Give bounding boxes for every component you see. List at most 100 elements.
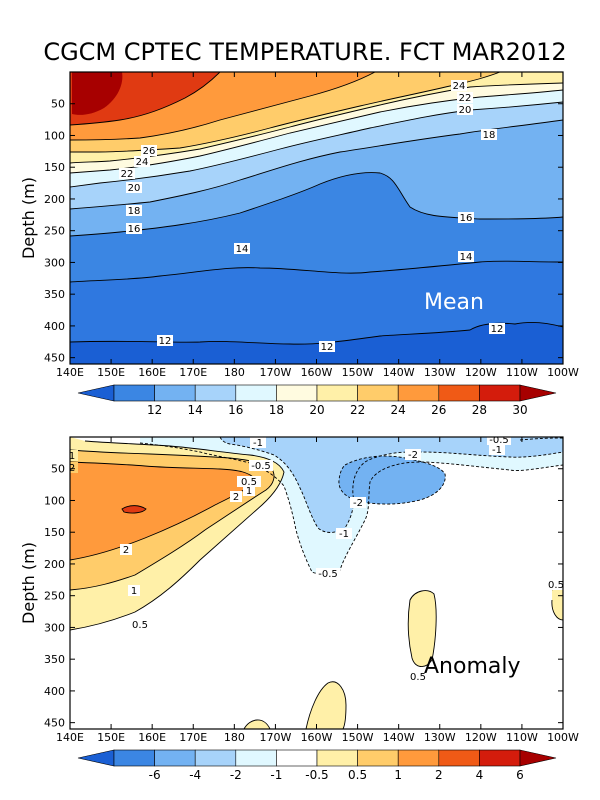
y-tick-label: 300: [44, 256, 65, 269]
x-tick-label: 120W: [465, 731, 497, 744]
colorbar-swatch: [357, 749, 399, 767]
colorbar-label: -0.5: [305, 768, 328, 782]
x-tick-label: 170W: [259, 366, 291, 379]
contour-label: 0.5: [548, 580, 564, 591]
anomaly-colorbar: -6 -4 -2 -1 -0.5 0.5 1 2 4 6: [77, 749, 557, 782]
contour-label: -0.5: [489, 435, 509, 446]
x-tick-label: 130W: [424, 366, 456, 379]
x-tick-label: 170W: [259, 731, 291, 744]
y-tick-label: 450: [44, 717, 65, 730]
colorbar-label: 20: [309, 403, 324, 417]
mean-panel: 24 22 20 18 26 24 22 20 18 16 16 14 14 1…: [19, 71, 579, 417]
colorbar-swatch: [276, 384, 318, 402]
contour-label: 24: [136, 157, 149, 168]
contour-label: -1: [339, 529, 349, 540]
colorbar-swatch: [438, 384, 480, 402]
colorbar-swatch: [194, 749, 237, 767]
contour-label: 22: [459, 93, 472, 104]
contour-label: 24: [453, 81, 466, 92]
colorbar-swatch: [316, 749, 358, 767]
y-tick-label: 50: [51, 463, 65, 476]
colorbar-label: 24: [391, 403, 406, 417]
anomaly-contour-labels: -1 -0.5 -0.5 -1 -2 -2 -1 -0.5 1 2 0.5 1 …: [70, 435, 564, 683]
colorbar-label: 6: [516, 768, 524, 782]
contour-label: -1: [492, 445, 502, 456]
colorbar-label: 2: [435, 768, 443, 782]
x-tick-label: 180: [224, 731, 245, 744]
x-tick-label: 130W: [424, 731, 456, 744]
y-tick-label: 100: [44, 494, 65, 507]
contour-label: 18: [128, 206, 141, 217]
x-tick-label: 150W: [342, 366, 374, 379]
x-tick-label: 150E: [97, 731, 125, 744]
x-tick-label: 100W: [547, 366, 579, 379]
colorbar-label: -1: [270, 768, 282, 782]
contour-label: 16: [128, 224, 141, 235]
y-tick-label: 100: [44, 129, 65, 142]
x-tick-label: 170E: [179, 731, 207, 744]
anomaly-ylabel: Depth (m): [19, 542, 38, 624]
colorbar-label: -4: [189, 768, 201, 782]
contour-label: 12: [159, 336, 172, 347]
contour-label: 14: [236, 244, 249, 255]
y-tick-label: 450: [44, 352, 65, 365]
x-tick-label: 140E: [56, 366, 84, 379]
contour-label: 0.5: [410, 672, 426, 683]
x-tick-label: 110W: [506, 731, 538, 744]
x-tick-label: 140W: [383, 731, 415, 744]
chart-title: CGCM CPTEC TEMPERATURE. FCT MAR2012: [43, 38, 566, 66]
x-tick-label: 160W: [301, 366, 333, 379]
mean-ylabel: Depth (m): [19, 177, 38, 259]
colorbar-label: 22: [350, 403, 365, 417]
contour-label: 12: [491, 324, 504, 335]
colorbar-swatch: [519, 384, 557, 402]
colorbar-swatch: [316, 384, 358, 402]
y-tick-label: 200: [44, 558, 65, 571]
colorbar-swatch: [235, 384, 277, 402]
contour-label: 0.5: [241, 477, 257, 488]
contour-label: 22: [121, 169, 134, 180]
y-tick-label: 300: [44, 621, 65, 634]
colorbar-swatch: [276, 749, 318, 767]
mean-colorbar: 12 14 16 18 20 22 24 26 28 30: [77, 384, 557, 417]
colorbar-swatch: [357, 384, 399, 402]
contour-label: 20: [128, 183, 141, 194]
colorbar-label: -6: [149, 768, 161, 782]
contour-label: 0.5: [132, 620, 148, 631]
contour-label: -2: [408, 450, 418, 461]
contour-label: -2: [353, 498, 363, 509]
contour-label: 12: [321, 342, 334, 353]
x-tick-label: 180: [224, 366, 245, 379]
contour-label: 14: [460, 252, 473, 263]
contour-label: 16: [460, 213, 473, 224]
colorbar-swatch: [479, 749, 521, 767]
x-tick-label: 160W: [301, 731, 333, 744]
colorbar-label: 12: [147, 403, 162, 417]
colorbar-label: 30: [512, 403, 527, 417]
y-tick-label: 250: [44, 225, 65, 238]
colorbar-swatch: [438, 749, 480, 767]
colorbar-label: 16: [228, 403, 243, 417]
y-tick-label: 400: [44, 685, 65, 698]
x-tick-label: 140E: [56, 731, 84, 744]
contour-label: 2: [233, 492, 239, 503]
colorbar-label: 0.5: [348, 768, 367, 782]
contour-label: 2: [123, 545, 129, 556]
colorbar-swatch: [154, 384, 196, 402]
contour-label: 26: [143, 146, 156, 157]
x-tick-label: 160E: [138, 731, 166, 744]
x-tick-label: 150E: [97, 366, 125, 379]
colorbar-label: 26: [431, 403, 446, 417]
mean-fill: 24 22 20 18 26 24 22 20 18 16 16 14 14 1…: [70, 72, 563, 364]
y-tick-label: 150: [44, 161, 65, 174]
colorbar-swatch: [154, 749, 196, 767]
y-tick-label: 200: [44, 193, 65, 206]
colorbar-label: 4: [476, 768, 484, 782]
colorbar-swatch: [77, 384, 115, 402]
x-tick-label: 170E: [179, 366, 207, 379]
contour-label: -0.5: [318, 569, 338, 580]
colorbar-label: -2: [230, 768, 242, 782]
colorbar-swatch: [113, 384, 155, 402]
contour-label: -0.5: [251, 461, 271, 472]
